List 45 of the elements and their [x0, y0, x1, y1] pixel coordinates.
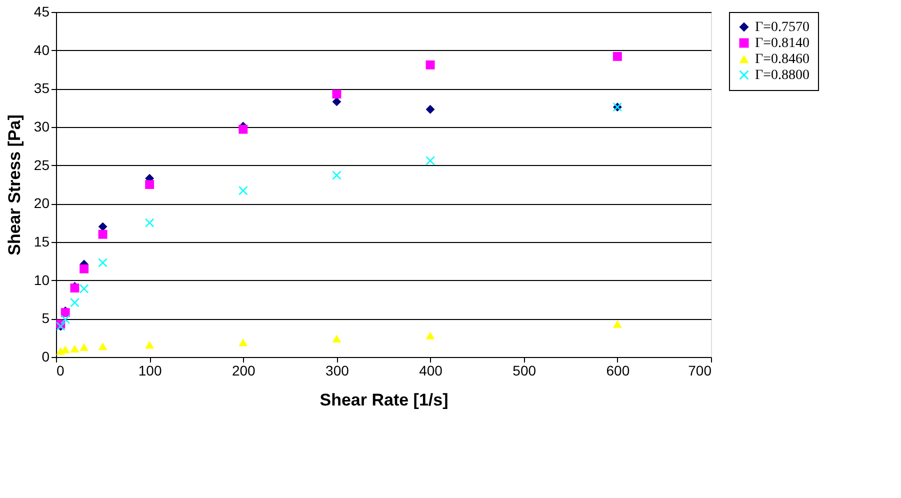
point: [145, 218, 154, 228]
legend-label: Γ=0.8800: [755, 68, 810, 83]
point: [612, 320, 622, 328]
x-tick-label: 200: [232, 362, 256, 378]
point: [60, 314, 70, 324]
point: [238, 338, 248, 346]
point: [80, 284, 89, 294]
x-tick-label: 100: [138, 362, 162, 378]
point: [70, 344, 80, 352]
x-tick-label: 600: [606, 362, 630, 378]
x-tick-label: 300: [326, 362, 350, 378]
y-tick-label: 15: [34, 234, 50, 250]
point: [612, 52, 622, 61]
point: [426, 332, 435, 340]
y-tick-label: 0: [42, 348, 50, 364]
legend-label: Γ=0.8460: [755, 52, 810, 67]
y-tick-label: 35: [34, 80, 50, 96]
point: [145, 180, 154, 189]
x-tick-label: 0: [56, 362, 64, 378]
y-tick-label: 20: [34, 195, 50, 212]
legend-label: Γ=0.7570: [755, 20, 810, 35]
y-tick-label: 45: [34, 4, 50, 20]
y-tick-label: 40: [34, 42, 50, 58]
x-tick-label: 400: [419, 362, 443, 378]
y-tick-label: 25: [34, 156, 50, 173]
point: [238, 124, 248, 134]
y-axis-title: Shear Stress [Pa]: [4, 114, 24, 256]
point: [98, 230, 108, 239]
x-tick-label: 700: [688, 362, 712, 378]
point: [145, 340, 154, 349]
x-tick-label: 500: [512, 362, 536, 378]
y-tick-label: 10: [34, 272, 50, 288]
point: [238, 186, 248, 196]
point: [332, 90, 342, 99]
y-tick-label: 30: [34, 118, 50, 134]
point: [80, 264, 89, 274]
point: [70, 298, 80, 308]
point: [332, 334, 342, 342]
y-tick-label: 5: [42, 310, 50, 326]
point: [80, 343, 89, 351]
point: [426, 104, 435, 114]
point: [98, 342, 108, 350]
point: [426, 60, 435, 70]
legend-label: Γ=0.8140: [755, 36, 810, 51]
x-axis-title: Shear Rate [1/s]: [320, 390, 448, 410]
